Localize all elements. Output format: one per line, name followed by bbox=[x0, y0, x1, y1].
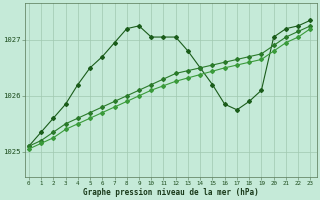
X-axis label: Graphe pression niveau de la mer (hPa): Graphe pression niveau de la mer (hPa) bbox=[83, 188, 259, 197]
